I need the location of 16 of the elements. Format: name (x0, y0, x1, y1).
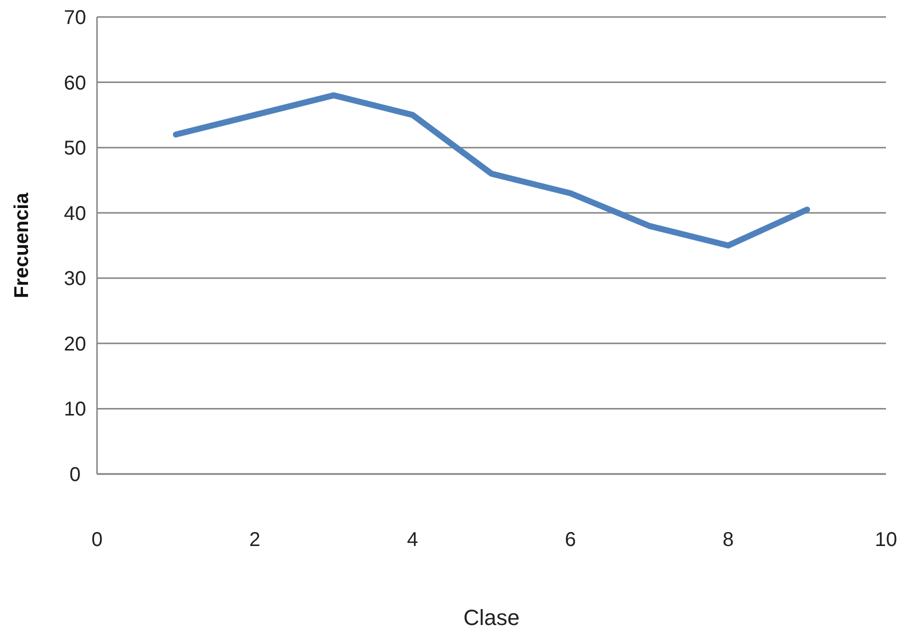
y-tick-label: 60 (64, 72, 86, 94)
y-tick-label: 20 (64, 333, 86, 356)
x-tick-label: 0 (91, 529, 103, 551)
x-tick-label: 8 (722, 529, 734, 551)
y-tick-label: 10 (64, 398, 86, 421)
y-tick-label: 40 (64, 202, 86, 225)
x-tick-label: 10 (874, 529, 898, 551)
x-tick-label: 6 (564, 529, 576, 551)
y-tick-label: 0 (69, 464, 81, 486)
x-tick-label: 4 (407, 529, 418, 551)
y-tick-label: 30 (64, 268, 86, 290)
y-tick-label: 50 (64, 138, 86, 160)
y-axis-title: Frecuencia (11, 192, 33, 298)
x-axis-title: Clase (463, 605, 520, 630)
y-tick-label: 70 (64, 7, 86, 29)
x-tick-label: 2 (249, 529, 260, 551)
